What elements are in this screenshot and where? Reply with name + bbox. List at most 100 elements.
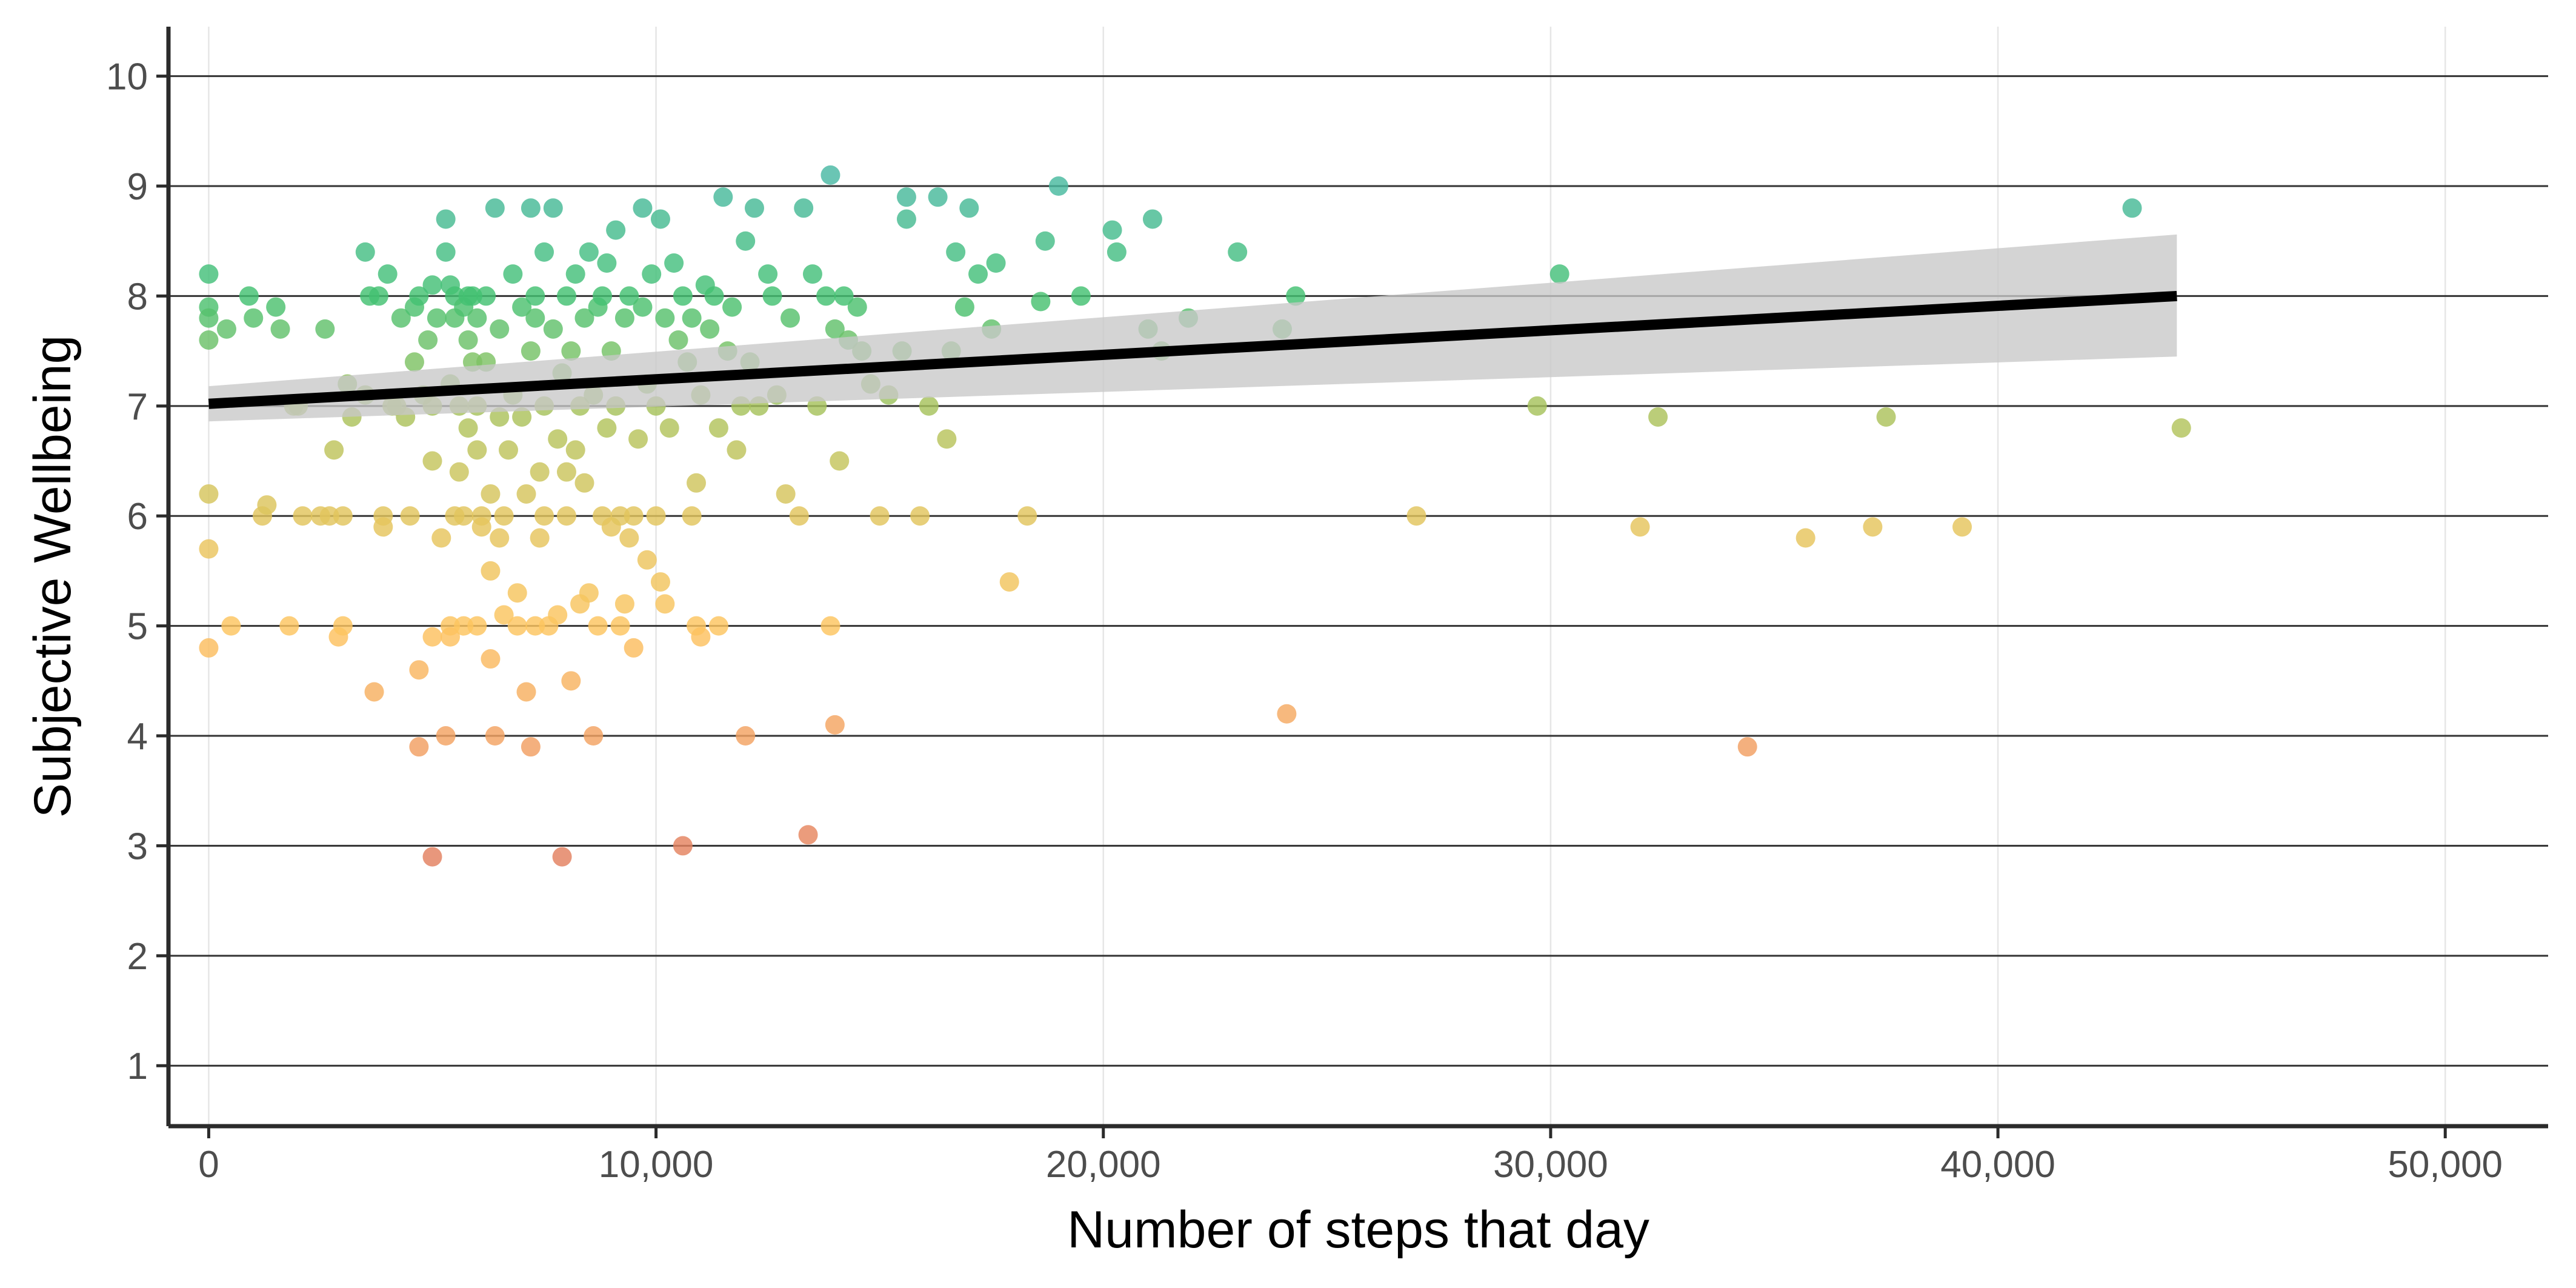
data-point [655,594,675,614]
y-tick-label-9: 10 [106,56,148,98]
data-point [937,429,957,449]
data-point [1648,407,1668,427]
data-point [802,264,822,284]
data-point [1876,407,1896,427]
data-point [565,440,585,460]
data-point [543,198,563,218]
data-point [199,539,219,559]
y-tick-label-2: 3 [127,826,148,867]
data-point [530,462,550,482]
data-point [762,286,782,306]
data-point [816,286,836,306]
data-point [467,440,487,460]
axes [166,27,2548,1129]
data-point [820,616,840,636]
data-point [896,187,916,207]
data-point [565,264,585,284]
data-point [355,242,375,262]
data-point [552,847,572,867]
data-point [597,253,617,273]
data-point [485,726,505,746]
data-point [1952,517,1972,537]
data-point [574,308,594,328]
data-point [507,583,527,603]
data-point [1048,176,1068,196]
data-point [744,198,764,218]
data-point [682,308,702,328]
data-point [673,836,693,856]
data-point [525,286,545,306]
data-point [481,649,501,669]
data-point [584,726,604,746]
data-point [534,242,554,262]
data-point [722,297,742,317]
data-point [1228,242,1248,262]
data-point [1035,231,1055,251]
data-point [1102,220,1122,240]
data-point [458,330,478,350]
data-point [525,616,545,636]
data-point [556,462,576,482]
data-point [628,429,648,449]
data-point [708,616,728,636]
y-tick-label-1: 2 [127,936,148,978]
x-axis-ticks: 0 10,000 20,000 30,000 40,000 50,000 [198,1126,2503,1186]
data-point [494,506,514,526]
data-point [664,253,684,273]
data-point [449,462,469,482]
data-point [780,308,800,328]
data-point [441,627,461,647]
data-point [619,286,639,306]
data-point [521,737,541,757]
data-point [2171,418,2191,438]
horizontal-gridlines [168,75,2548,1067]
data-point [646,506,666,526]
data-point [494,605,514,625]
data-point [708,418,728,438]
data-point [650,572,670,592]
data-point [503,264,523,284]
data-point [279,616,299,636]
data-point [431,528,451,548]
data-point [333,616,353,636]
data-point [1863,517,1883,537]
data-point [458,418,478,438]
data-point [409,737,429,757]
data-point [1406,506,1426,526]
data-point [422,451,442,471]
data-point [400,506,420,526]
data-point [1277,704,1297,724]
data-point [606,220,626,240]
data-point [610,506,630,526]
data-point [847,297,867,317]
y-tick-label-8: 9 [127,166,148,208]
data-point [954,297,974,317]
data-point [270,319,290,339]
data-point [776,484,796,504]
data-point [467,616,487,636]
data-point [454,506,474,526]
data-point [700,319,720,339]
data-point [673,286,693,306]
data-point [624,638,644,658]
x-tick-label-1: 10,000 [599,1144,714,1186]
data-point [481,561,501,581]
data-point [199,330,219,350]
x-axis-title: Number of steps that day [1067,1201,1649,1259]
data-point [521,341,541,361]
data-point [490,319,510,339]
data-point [368,286,388,306]
data-point [794,198,814,218]
data-point [946,242,966,262]
data-point [579,242,599,262]
data-point [593,286,613,306]
x-tick-label-3: 30,000 [1493,1144,1608,1186]
y-axis-title: Subjective Wellbeing [24,335,82,818]
data-point [490,407,510,427]
data-point [378,264,398,284]
data-point [548,429,568,449]
data-point [736,231,756,251]
data-point [959,198,979,218]
data-point [574,473,594,493]
